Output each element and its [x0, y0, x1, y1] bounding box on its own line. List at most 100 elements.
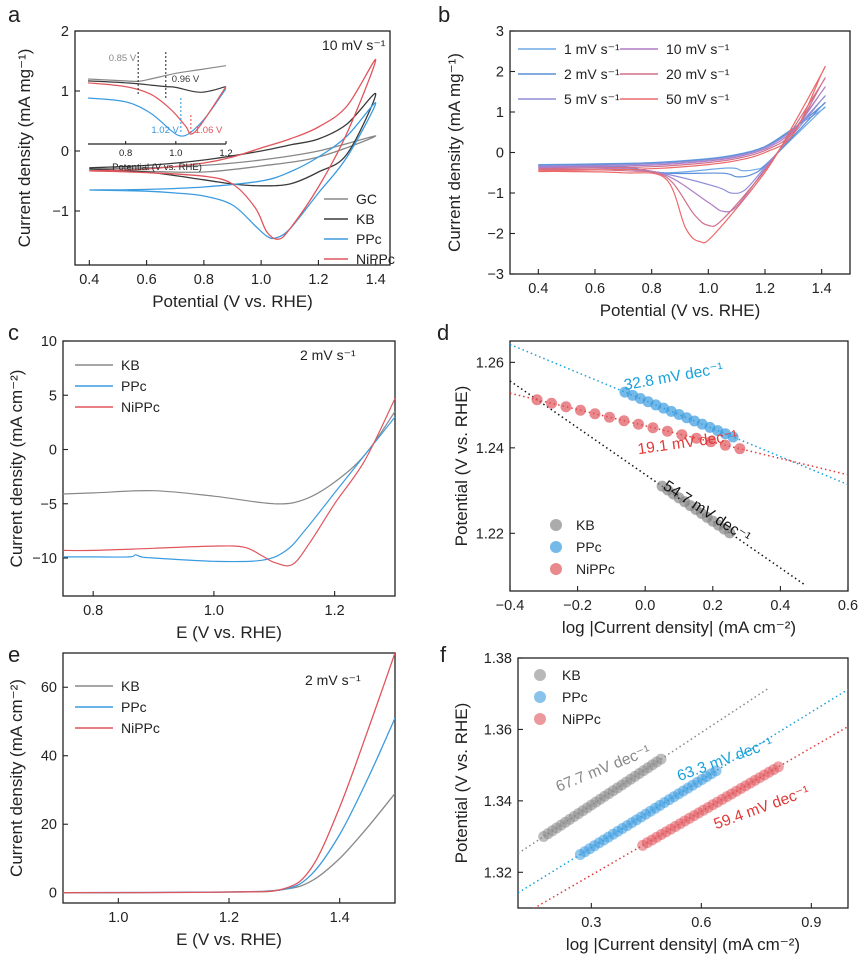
y-tick-label: −1	[52, 204, 69, 220]
series-line	[538, 86, 826, 213]
x-tick-label: 0.8	[642, 281, 662, 297]
series-line-PPc	[63, 416, 396, 563]
data-point	[574, 404, 586, 416]
fit-line	[510, 380, 805, 585]
series-line-PPc	[63, 717, 395, 894]
x-tick-label: 1.2	[219, 910, 239, 926]
y-tick-label: 1	[496, 105, 504, 121]
inset-marker-label: 0.96 V	[172, 74, 200, 85]
legend-marker	[534, 713, 546, 725]
x-tick-label: 1.2	[755, 281, 775, 297]
data-point	[724, 527, 736, 539]
legend-entry: PPc	[356, 231, 382, 247]
x-tick-label: 0.6	[838, 598, 858, 614]
panel-label: a	[8, 2, 21, 27]
x-axis-label: E (V vs. RHE)	[176, 930, 282, 949]
y-tick-label: 40	[41, 749, 57, 765]
x-tick-label: 0.9	[801, 915, 821, 931]
y-tick-label: 5	[49, 388, 57, 404]
series-line-NiPPc	[62, 398, 396, 567]
y-tick-label: 1.26	[476, 355, 504, 371]
x-tick-label: 1.0	[108, 910, 128, 926]
data-point	[705, 436, 717, 448]
legend-entry: NiPPc	[121, 720, 160, 736]
legend-marker	[550, 541, 562, 553]
annotation: 2 mV s⁻¹	[300, 347, 356, 363]
y-tick-label: 0	[49, 443, 57, 459]
y-tick-label: 1.22	[476, 526, 504, 542]
inset-curve-GC	[87, 65, 227, 83]
inset-x-axis-label: Potential (V vs. RHE)	[112, 162, 202, 173]
series-line-NiPPc	[63, 653, 395, 894]
y-tick-label: 0	[61, 144, 69, 160]
data-point	[734, 443, 746, 455]
legend-entry: PPc	[576, 539, 602, 555]
legend-entry: KB	[562, 667, 581, 683]
x-axis-label: E (V vs. RHE)	[176, 623, 282, 642]
y-tick-label: 0	[49, 886, 57, 902]
inset-marker-label: 1.02 V	[151, 125, 179, 136]
y-tick-label: 1.38	[484, 651, 512, 667]
chart-f: 0.3 0.6 0.9 1.32 1.34 1.36 1.38 log |Current de…	[440, 642, 849, 954]
annotation: 2 mV s⁻¹	[305, 672, 361, 688]
legend-entry: 1 mV s⁻¹	[564, 41, 620, 57]
chart-b: 0.4 0.6 0.8 1.0 1.2 1.4 −3 −2 −1 0 1 2 3 Potential (V…	[438, 2, 851, 320]
legend-marker	[534, 691, 546, 703]
legend-entry: GC	[356, 191, 377, 207]
x-tick-label: 0.4	[79, 272, 99, 288]
legend-entry: 20 mV s⁻¹	[666, 66, 730, 82]
legend-entry: NiPPc	[576, 561, 615, 577]
data-point	[647, 422, 659, 434]
y-tick-label: 0	[496, 146, 504, 162]
y-axis-label: Current density (mA mg⁻¹)	[445, 53, 464, 252]
y-axis-label: Current density (mA cm⁻²)	[7, 679, 26, 877]
y-tick-label: 3	[496, 24, 504, 40]
legend-marker	[550, 519, 562, 531]
x-tick-label: 1.2	[325, 603, 345, 619]
x-tick-label: 0.8	[83, 603, 103, 619]
inset-curve-KB	[87, 80, 227, 93]
inset-x-tick-label: 0.8	[119, 148, 132, 159]
plot-frame	[509, 340, 849, 592]
x-tick-label: −0.2	[563, 598, 592, 614]
x-tick-label: 0.2	[703, 598, 723, 614]
x-tick-label: −0.4	[496, 598, 525, 614]
y-tick-label: 1	[61, 84, 69, 100]
y-tick-label: 1.24	[476, 441, 504, 457]
y-tick-label: −3	[487, 267, 504, 283]
plot-frame	[62, 340, 396, 597]
x-tick-label: 1.0	[204, 603, 224, 619]
panel-label: c	[8, 320, 19, 345]
panel-label: b	[438, 2, 450, 27]
legend-entry: KB	[356, 211, 375, 227]
x-axis-label: log |Current density| (mA cm⁻²)	[562, 618, 796, 637]
x-tick-label: 1.2	[308, 272, 328, 288]
y-tick-label: −5	[40, 497, 57, 513]
chart-e: 1.0 1.2 1.4 0 20 40 60 E (V vs. RHE) Current den…	[7, 642, 396, 949]
y-axis-label: Potential (V vs. RHE)	[452, 703, 471, 864]
x-tick-label: 1.0	[698, 281, 718, 297]
legend-entry: 10 mV s⁻¹	[666, 41, 730, 57]
y-axis-label: Current density (mA mg⁻¹)	[15, 49, 34, 248]
series-line-KB	[63, 792, 395, 894]
data-point	[655, 753, 667, 765]
inset-curve-NiPPc	[87, 82, 227, 135]
x-tick-label: 1.4	[366, 272, 386, 288]
series-line-PPc	[89, 102, 377, 240]
data-point	[719, 439, 731, 451]
data-point	[710, 765, 722, 777]
data-point	[603, 411, 615, 423]
y-axis-label: Potential (V vs. RHE)	[452, 386, 471, 547]
legend-entry: PPc	[562, 689, 588, 705]
legend-entry: NiPPc	[562, 711, 601, 727]
x-tick-label: 0.6	[137, 272, 157, 288]
x-axis-label: Potential (V vs. RHE)	[600, 301, 761, 320]
chart-c: 0.8 1.0 1.2 −10 −5 0 5 10 E (V vs. RHE) Current d…	[7, 320, 396, 642]
y-tick-label: 10	[41, 334, 57, 350]
chart-a: 0.4 0.6 0.8 1.0 1.2 1.4 −1 0 1 2 Potential (V vs. …	[8, 2, 395, 311]
x-tick-label: 0.0	[635, 598, 655, 614]
legend-entry: KB	[576, 517, 595, 533]
series-line-KB	[62, 411, 396, 505]
x-axis-label: Potential (V vs. RHE)	[152, 292, 313, 311]
series-line-NiPPc	[89, 59, 377, 240]
